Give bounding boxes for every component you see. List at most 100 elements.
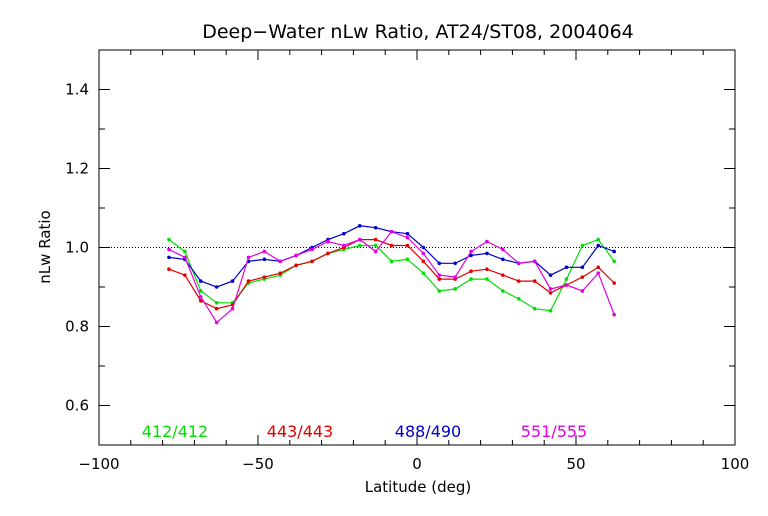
data-point [198, 289, 203, 293]
data-point [421, 245, 426, 250]
data-point [485, 239, 489, 244]
data-point [278, 271, 283, 275]
data-point [532, 306, 537, 311]
data-point [167, 247, 171, 252]
data-point [342, 243, 346, 248]
data-point [516, 261, 521, 266]
data-point [389, 259, 394, 264]
data-point [405, 235, 410, 240]
series-group [167, 223, 616, 325]
data-point [596, 271, 601, 275]
data-point [421, 251, 426, 256]
data-point [262, 257, 267, 262]
data-point [357, 223, 362, 228]
data-point [501, 257, 505, 262]
x-tick-label: −100 [78, 455, 119, 473]
data-point [262, 275, 267, 279]
data-point [373, 225, 378, 230]
legend-label: 551/555 [521, 422, 587, 441]
data-point [389, 243, 394, 248]
x-tick-label: 100 [721, 455, 750, 473]
data-point [580, 289, 585, 293]
data-point [183, 255, 187, 260]
data-point [198, 279, 203, 283]
data-point [167, 237, 171, 242]
data-point [183, 273, 187, 277]
data-point [485, 277, 489, 281]
data-point [516, 279, 521, 283]
data-point [294, 263, 298, 268]
data-point [342, 231, 346, 236]
data-point [373, 249, 378, 254]
data-point [326, 239, 330, 244]
axis-ticks: −100 −50 0 50 100 0.6 0.8 1.0 1.2 1.4 [65, 49, 750, 473]
data-point [230, 279, 235, 283]
data-point [437, 261, 442, 266]
data-point [405, 257, 410, 262]
data-point [246, 279, 251, 283]
data-point [469, 253, 473, 258]
series-2 [167, 237, 616, 311]
data-point [453, 261, 457, 266]
data-point [564, 283, 569, 287]
data-point [501, 289, 505, 293]
data-point [437, 273, 442, 277]
y-tick-label: 1.4 [65, 81, 89, 99]
data-point [373, 243, 378, 248]
data-point [405, 243, 410, 248]
data-point [326, 251, 330, 256]
data-point [612, 259, 616, 264]
data-point [167, 267, 171, 272]
legend: 412/412 443/443 488/490 551/555 [142, 422, 587, 441]
y-tick-label: 1.2 [65, 160, 89, 178]
data-point [294, 253, 298, 258]
data-point [485, 267, 489, 272]
data-point [548, 308, 553, 313]
data-point [214, 301, 219, 305]
y-tick-label: 0.8 [65, 318, 89, 336]
x-axis-label: Latitude (deg) [365, 478, 471, 496]
data-point [437, 289, 442, 293]
data-point [230, 306, 235, 311]
chart-title: Deep−Water nLw Ratio, AT24/ST08, 2004064 [202, 21, 634, 43]
data-point [516, 297, 521, 301]
series-4 [167, 229, 616, 325]
data-point [214, 320, 219, 325]
data-point [548, 291, 553, 295]
data-point [564, 265, 569, 270]
data-point [198, 295, 203, 299]
data-point [198, 299, 203, 303]
data-point [246, 255, 251, 260]
data-point [469, 269, 473, 274]
data-point [612, 249, 616, 254]
legend-label: 412/412 [142, 422, 208, 441]
data-point [548, 287, 553, 291]
data-point [532, 259, 537, 264]
data-point [564, 277, 569, 281]
data-point [214, 285, 219, 289]
data-point [501, 247, 505, 252]
data-point [262, 249, 267, 254]
data-point [405, 231, 410, 236]
data-point [485, 251, 489, 256]
data-point [183, 249, 187, 254]
data-point [453, 287, 457, 291]
data-point [596, 237, 601, 242]
data-point [214, 306, 219, 311]
data-point [596, 243, 601, 248]
data-point [532, 279, 537, 283]
y-tick-label: 0.6 [65, 397, 89, 415]
x-tick-label: 50 [566, 455, 585, 473]
x-tick-label: −50 [242, 455, 274, 473]
data-point [389, 229, 394, 234]
data-point [167, 255, 171, 260]
y-tick-label: 1.0 [65, 239, 89, 257]
data-point [453, 275, 457, 279]
data-point [580, 265, 585, 270]
data-point [612, 281, 616, 285]
legend-label: 488/490 [395, 422, 461, 441]
data-point [501, 273, 505, 277]
data-point [421, 271, 426, 275]
